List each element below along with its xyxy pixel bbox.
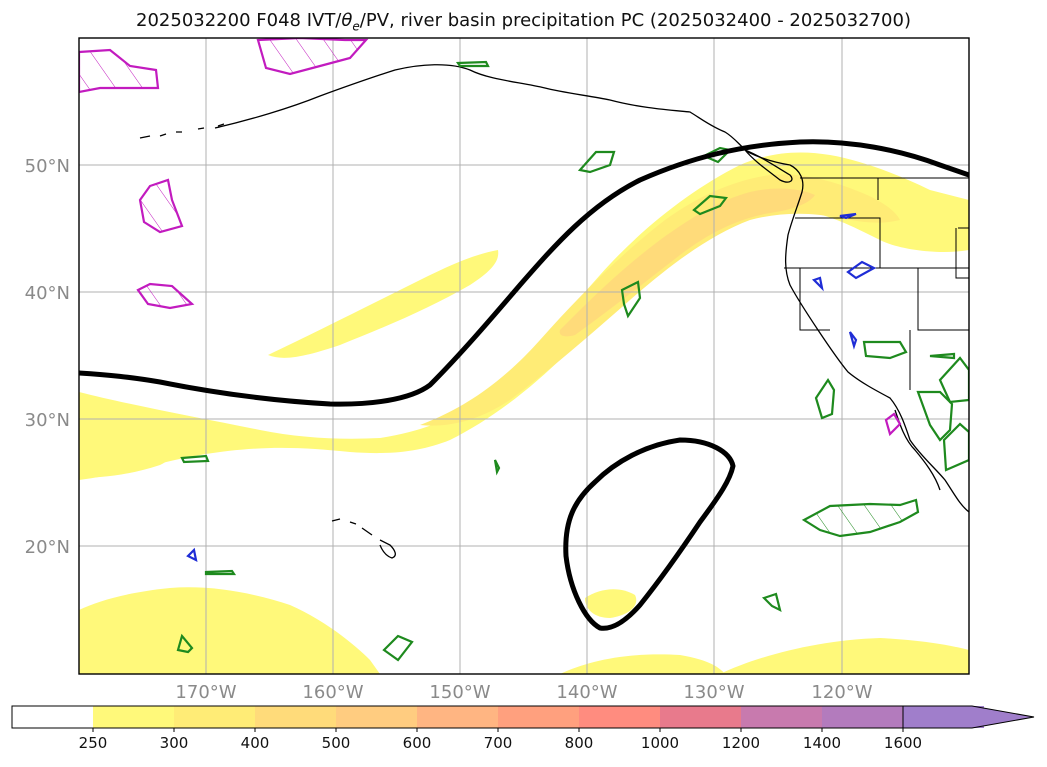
colorbar-segment [498,706,579,728]
title-suffix: /PV, river basin precipitation PC (20250… [359,10,911,31]
blue-region-d [848,331,858,350]
colorbar-segment [255,706,336,728]
colorbar-tick-label: 700 [484,734,513,752]
latitude-label: 30°N [25,410,70,431]
green-region-k [382,634,414,662]
alaska-coast [214,64,749,153]
colorbar-tick-label: 800 [565,734,594,752]
green-region-m [180,454,210,464]
longitude-label: 130°W [683,682,744,703]
colorbar-segment [174,706,255,728]
green-region-p [455,60,490,68]
green-region-o [761,592,782,613]
ivt-band-250-south-d [720,638,969,674]
ivt-band-250-south-a [79,587,380,674]
black-contour-closed [563,437,736,631]
colorbar-tick-label: 1200 [722,734,760,752]
green-region-q [929,352,956,360]
latitude-label: 50°N [25,156,70,177]
black-contour-main [79,139,969,407]
colorbar-extend-arrow [902,705,1035,729]
green-region-r [493,459,501,476]
green-region-f [814,377,836,420]
blue-region-c [811,276,824,292]
magenta-region-a [79,48,160,94]
title-theta-subscript: e [352,19,360,34]
green-region-e [801,498,920,538]
green-region-l [176,633,194,654]
longitude-label: 170°W [175,682,236,703]
colorbar-segment [741,706,822,728]
latitude-label: 40°N [25,283,70,304]
chart-title: 2025032200 F048 IVT/θe/PV, river basin p… [0,10,1047,34]
colorbar-tick-label: 1000 [641,734,679,752]
green-region-n [204,569,237,576]
green-region-b [692,194,729,216]
longitude-axis-labels: 170°W 160°W 150°W 140°W 130°W 120°W [175,682,872,703]
colorbar-segment [660,706,741,728]
map-frame [78,37,970,675]
colorbar-segment [12,706,93,728]
magenta-region-e [884,412,902,437]
colorbar-outline [11,705,903,729]
colorbar-tick-label: 300 [160,734,189,752]
green-region-j [942,422,969,472]
hawaiian-islands [331,518,396,559]
black-contours [79,139,969,631]
colorbar-segment [417,706,498,728]
longitude-label: 150°W [429,682,490,703]
aleutian-islands [139,123,225,139]
blue-region-a [846,260,877,280]
colorbar-tick-label: 500 [322,734,351,752]
ivt-band-300 [420,174,900,426]
precip-green-outlines [176,60,969,662]
title-theta: θ [341,10,353,31]
precip-blue-outlines [186,212,877,562]
colorbar-tick-label: 400 [241,734,270,752]
green-region-h [938,356,969,404]
green-region-a [577,150,616,174]
longitude-label: 140°W [556,682,617,703]
colorbar: 250 300 400 500 600 700 800 1000 1200 1400 1600 [11,705,1035,752]
state-borders [784,177,969,390]
colorbar-segment [579,706,660,728]
magenta-region-d [136,282,195,310]
colorbar-tick-label: 1600 [884,734,922,752]
green-region-d [620,280,642,319]
colorbar-tick-label: 1400 [803,734,841,752]
longitude-label: 160°W [302,682,363,703]
ivt-band-250-south-b [585,589,637,618]
map-area [79,38,969,674]
blue-region-e [186,547,198,562]
blue-region-b [839,212,857,220]
colorbar-tick-label: 250 [79,734,108,752]
latitude-axis-labels: 50°N 40°N 30°N 20°N [25,156,70,558]
ivt-band-250-west-ext [79,395,181,478]
ivt-band-400 [559,188,815,337]
colorbar-segment [822,706,903,728]
vancouver-island [744,149,793,183]
magenta-region-c [138,178,184,234]
latitude-label: 20°N [25,537,70,558]
title-prefix: 2025032200 F048 IVT/ [136,10,342,31]
green-region-i [916,390,954,442]
colorbar-segment [336,706,417,728]
ivt-band-250-northwest [268,250,499,358]
ivt-band-250-south-c [560,654,725,674]
longitude-label: 120°W [811,682,872,703]
colorbar-tick-label: 600 [403,734,432,752]
colorbar-segment [93,706,174,728]
green-region-g [862,340,908,360]
ivt-fill-layer [79,152,969,674]
precip-magenta-outlines [79,38,902,437]
